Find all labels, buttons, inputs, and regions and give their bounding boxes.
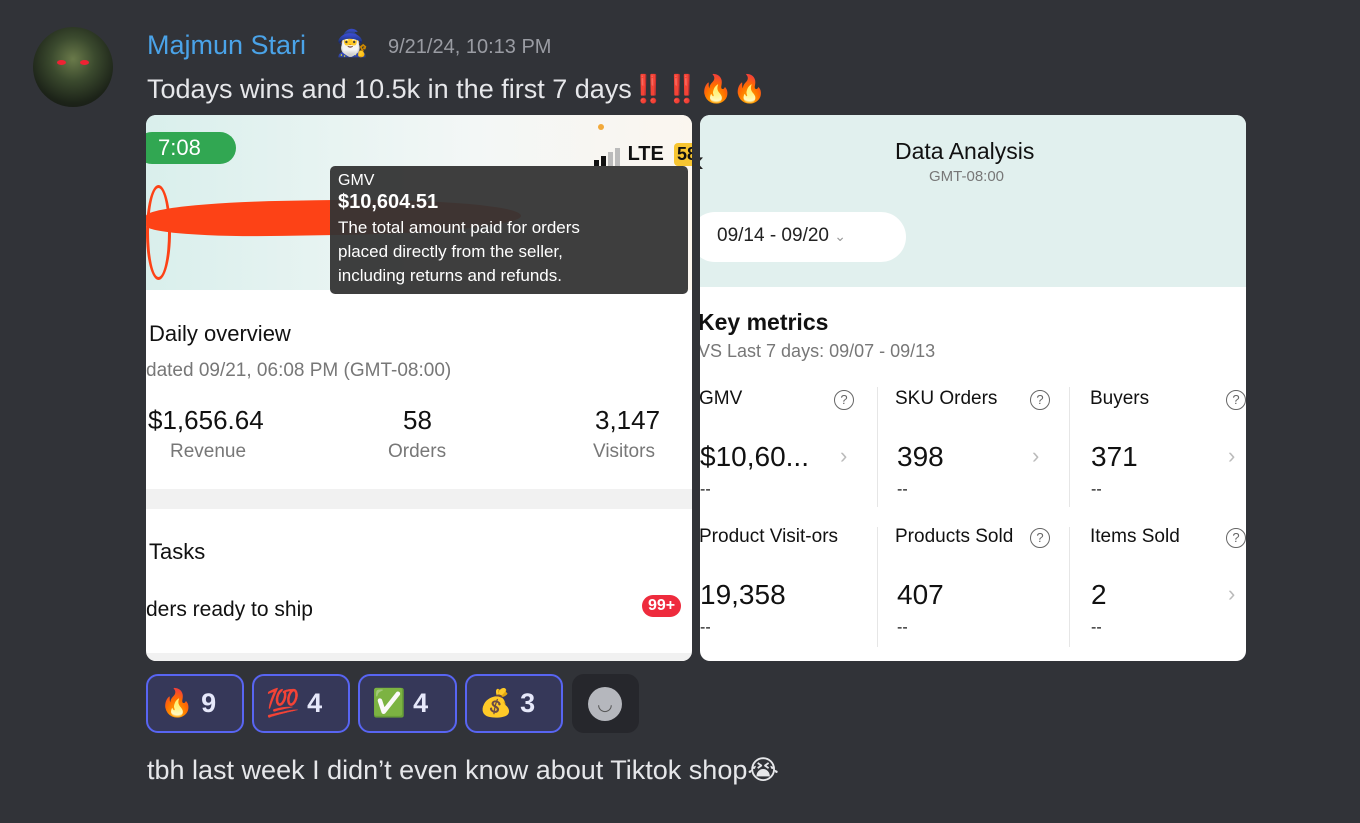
- message-text: Todays wins and 10.5k in the first 7 day…: [147, 73, 766, 105]
- message-text: tbh last week I didn’t even know about T…: [147, 755, 779, 786]
- help-icon[interactable]: ?: [1226, 528, 1246, 548]
- reaction-money-bag[interactable]: 💰 3: [465, 674, 563, 733]
- chevron-down-icon: ⌄: [834, 228, 846, 244]
- fire-icon: 🔥: [160, 688, 194, 718]
- chevron-right-icon: ›: [1228, 581, 1236, 606]
- help-icon[interactable]: ?: [1030, 390, 1050, 410]
- crying-emoji: 😭: [747, 755, 779, 785]
- section-title: Key metrics: [700, 309, 829, 335]
- page-title: Data Analysis: [895, 138, 1035, 164]
- section-title: Daily overview: [149, 321, 291, 346]
- metric-label: Product Visit-ors: [700, 526, 839, 547]
- tooltip-text: placed directly from the seller,: [338, 242, 563, 261]
- metric-value[interactable]: 2: [1091, 579, 1107, 610]
- chevron-right-icon: ›: [1032, 443, 1040, 468]
- hundred-icon: 💯: [266, 688, 300, 718]
- attachment-data-analysis[interactable]: ‹ Data Analysis GMT-08:00 09/14 - 09/20 …: [700, 115, 1246, 661]
- redaction-scribble: [146, 185, 171, 280]
- metric-label: GMV: [700, 388, 743, 409]
- metric-label: Items Sold: [1090, 526, 1180, 547]
- check-icon: ✅: [372, 688, 406, 718]
- task-count-badge: 99+: [642, 595, 682, 617]
- timezone: GMT-08:00: [929, 168, 1005, 185]
- comparison-range: VS Last 7 days: 09/07 - 09/13: [700, 341, 936, 361]
- reaction-count: 3: [520, 688, 536, 718]
- stat-value: $1,656.64: [148, 405, 264, 435]
- metric-change: --: [897, 619, 908, 636]
- tooltip-value: $10,604.51: [338, 191, 439, 213]
- tooltip-title: GMV: [338, 172, 375, 189]
- reaction-check[interactable]: ✅ 4: [358, 674, 457, 733]
- avatar[interactable]: [33, 27, 113, 107]
- tasks-title: Tasks: [149, 539, 206, 564]
- reaction-count: 4: [307, 688, 323, 718]
- gmv-tooltip: GMV $10,604.51 The total amount paid for…: [330, 166, 688, 294]
- stat-label: Revenue: [170, 441, 247, 462]
- message-body: Todays wins and 10.5k in the first 7 day…: [147, 74, 632, 104]
- stat-label: Orders: [388, 441, 447, 462]
- metric-change: --: [700, 481, 711, 498]
- wizard-badge-icon: 🧙‍♂️: [336, 28, 369, 58]
- money-bag-icon: 💰: [479, 688, 513, 718]
- reaction-count: 4: [413, 688, 429, 718]
- metric-label: SKU Orders: [895, 388, 998, 409]
- metric-change: --: [700, 619, 711, 636]
- chevron-right-icon: ›: [1228, 443, 1236, 468]
- date-range-value: 09/14 - 09/20: [717, 225, 829, 246]
- status-time: 7:08: [146, 132, 236, 164]
- metric-value[interactable]: 398: [897, 441, 944, 472]
- timestamp: 9/21/24, 10:13 PM: [388, 36, 552, 58]
- reaction-count: 9: [201, 688, 217, 718]
- stat-value: 58: [403, 405, 432, 435]
- updated-time: dated 09/21, 06:08 PM (GMT-08:00): [146, 360, 452, 381]
- metric-value[interactable]: 371: [1091, 441, 1138, 472]
- chevron-right-icon: ›: [840, 443, 848, 468]
- stat-label: Visitors: [593, 441, 655, 462]
- add-reaction-button[interactable]: ◡: [572, 674, 639, 733]
- battery-icon: 58: [674, 143, 692, 166]
- metric-change: --: [1091, 481, 1102, 498]
- back-icon[interactable]: ‹: [700, 145, 704, 179]
- metric-value[interactable]: $10,60...: [700, 441, 809, 472]
- tooltip-text: including returns and refunds.: [338, 266, 562, 285]
- signal-status: LTE: [594, 143, 664, 166]
- stat-value: 3,147: [595, 405, 661, 435]
- avatar-eye: [57, 60, 66, 65]
- task-item[interactable]: ders ready to ship: [146, 598, 313, 621]
- metric-change: --: [897, 481, 908, 498]
- tooltip-text: The total amount paid for orders: [338, 218, 580, 237]
- date-range-select[interactable]: 09/14 - 09/20 ⌄: [700, 212, 906, 262]
- help-icon[interactable]: ?: [1226, 390, 1246, 410]
- metric-change: --: [1091, 619, 1102, 636]
- help-icon[interactable]: ?: [834, 390, 854, 410]
- reaction-hundred[interactable]: 💯 4: [252, 674, 350, 733]
- avatar-eye: [80, 60, 89, 65]
- smiley-icon: ◡: [588, 687, 622, 721]
- metric-label: Products Sold: [895, 526, 1014, 547]
- network-label: LTE: [627, 143, 664, 165]
- privacy-dot: [598, 124, 604, 130]
- divider: [146, 653, 692, 661]
- metric-value[interactable]: 407: [897, 579, 944, 610]
- message-body: tbh last week I didn’t even know about T…: [147, 755, 748, 785]
- metric-value[interactable]: 19,358: [700, 579, 786, 610]
- metric-label: Buyers: [1090, 388, 1150, 409]
- divider: [146, 489, 692, 509]
- username[interactable]: Majmun Stari: [147, 30, 307, 60]
- help-icon[interactable]: ?: [1030, 528, 1050, 548]
- reaction-fire[interactable]: 🔥 9: [146, 674, 244, 733]
- exclamation-fire-emoji: ‼️‼️🔥🔥: [631, 74, 767, 104]
